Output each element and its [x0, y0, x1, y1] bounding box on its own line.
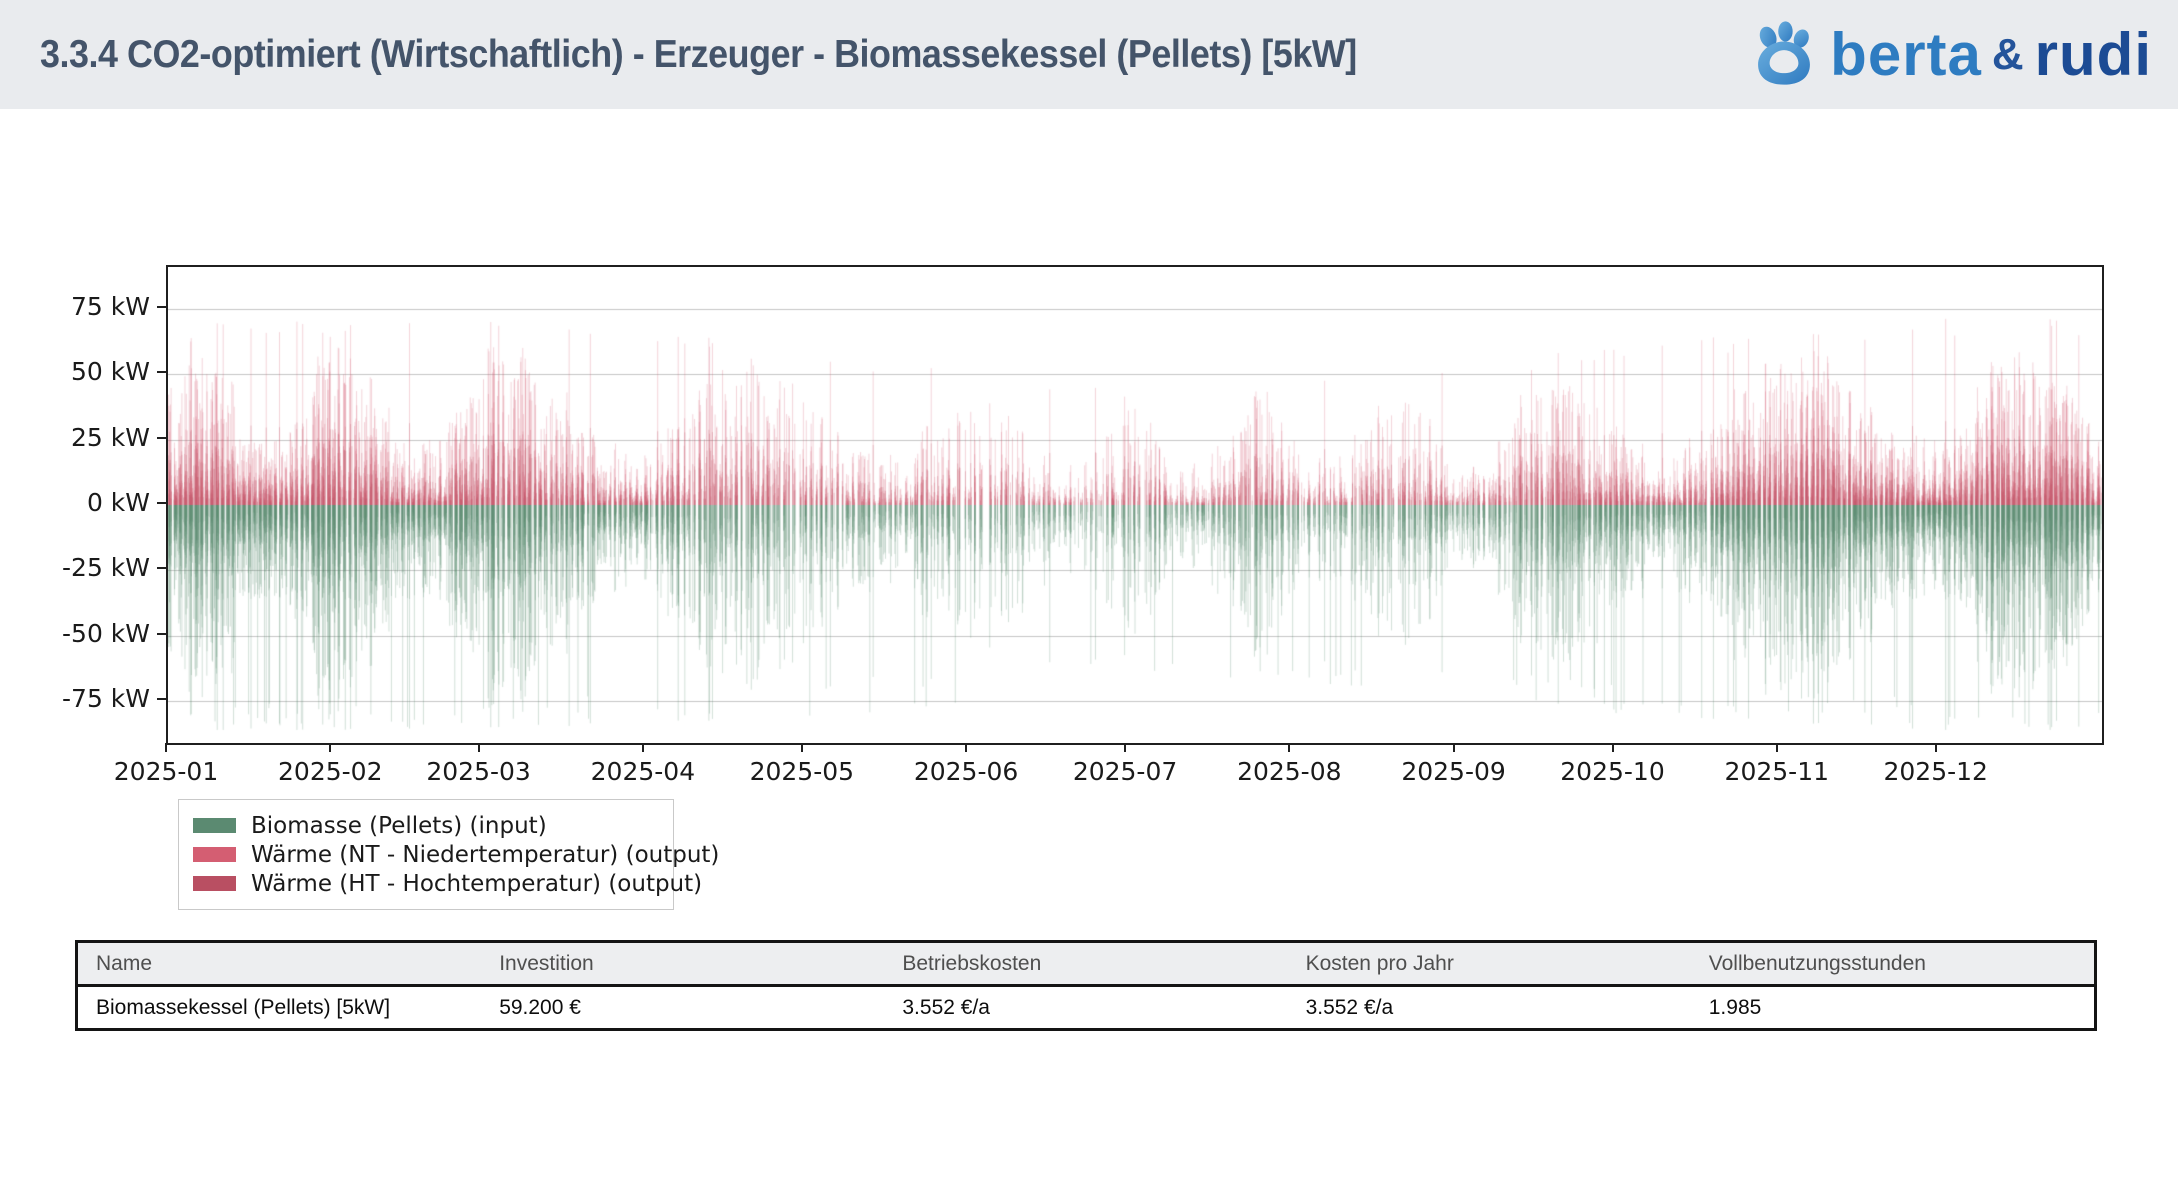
legend-color-swatch	[193, 847, 236, 862]
column-header-betriebskosten: Betriebskosten	[902, 952, 1042, 975]
page-header: 3.3.4 CO2-optimiert (Wirtschaftlich) - E…	[0, 0, 2178, 109]
cell-kosten-pro-jahr: 3.552 €/a	[1305, 996, 1394, 1019]
brand-logo: berta & rudi	[1748, 0, 2152, 109]
legend-label: Biomasse (Pellets) (input)	[251, 812, 547, 839]
chart-legend: Biomasse (Pellets) (input) Wärme (NT - N…	[178, 799, 719, 910]
column-header-vollbenutzungsstunden: Vollbenutzungsstunden	[1708, 952, 1926, 975]
y-tick	[157, 305, 166, 308]
results-table: Name Investition Betriebskosten Kosten p…	[75, 940, 2097, 1031]
y-tick	[157, 567, 166, 570]
x-axis-label: 2025-09	[1401, 757, 1506, 786]
x-axis-label: 2025-05	[749, 757, 855, 786]
brand-ampersand: &	[1991, 29, 2025, 79]
legend-color-swatch	[193, 876, 236, 891]
x-axis-label: 2025-10	[1560, 757, 1665, 786]
legend-item: Wärme (NT - Niedertemperatur) (output)	[193, 840, 719, 869]
y-axis-label: 0 kW	[86, 488, 150, 517]
y-tick	[157, 698, 166, 701]
legend-item: Biomasse (Pellets) (input)	[193, 811, 659, 840]
x-axis-label: 2025-11	[1724, 757, 1830, 786]
brand-berta: berta	[1830, 21, 1982, 88]
x-axis-label: 2025-08	[1237, 757, 1342, 786]
x-axis-label: 2025-02	[278, 757, 383, 786]
x-tick	[165, 743, 167, 752]
legend-item: Wärme (HT - Hochtemperatur) (output)	[193, 869, 702, 898]
y-axis-label: -50 kW	[62, 618, 150, 648]
column-header-name: Name	[96, 952, 153, 975]
x-axis-label: 2025-12	[1883, 757, 1988, 786]
table-row: Biomassekessel (Pellets) [5kW] 59.200 € …	[78, 987, 2094, 1028]
x-tick	[477, 743, 480, 752]
x-tick	[1124, 743, 1127, 752]
y-axis-label: 50 kW	[71, 357, 150, 387]
y-axis-label: -25 kW	[62, 553, 150, 583]
x-tick	[1288, 743, 1291, 752]
x-tick	[1452, 743, 1455, 752]
page-title: 3.3.4 CO2-optimiert (Wirtschaftlich) - E…	[40, 33, 1357, 76]
x-axis-label: 2025-03	[426, 757, 531, 786]
cell-vollbenutzungsstunden: 1.985	[1708, 996, 1762, 1019]
y-tick	[157, 371, 166, 374]
power-timeseries-chart: 75 kW 50 kW 25 kW 0 kW -25 kW -50 kW -75 kW 202…	[0, 109, 2178, 809]
x-axis-label: 2025-07	[1072, 757, 1178, 786]
brand-rudi: rudi	[2034, 21, 2152, 88]
cell-name: Biomassekessel (Pellets) [5kW]	[96, 996, 391, 1019]
x-axis-label: 2025-06	[913, 757, 1019, 786]
legend-label: Wärme (NT - Niedertemperatur) (output)	[251, 841, 720, 868]
table-header-row: Name Investition Betriebskosten Kosten p…	[78, 943, 2094, 987]
x-tick	[1775, 743, 1778, 752]
y-axis-label: 75 kW	[71, 291, 150, 321]
y-tick	[157, 436, 166, 439]
x-tick	[1934, 743, 1937, 752]
column-header-kosten-pro-jahr: Kosten pro Jahr	[1305, 952, 1454, 975]
y-axis-label: -75 kW	[62, 684, 150, 714]
brand-wordmark: berta & rudi	[1830, 20, 2152, 89]
plot-area	[166, 265, 2104, 745]
x-axis-label: 2025-01	[113, 757, 219, 786]
x-tick	[641, 743, 644, 752]
legend-color-swatch	[193, 818, 236, 833]
cell-betriebskosten: 3.552 €/a	[902, 996, 990, 1019]
x-tick	[329, 743, 332, 752]
x-axis-label: 2025-04	[590, 757, 696, 786]
paw-icon	[1758, 20, 1811, 85]
legend-label: Wärme (HT - Hochtemperatur) (output)	[251, 870, 703, 897]
x-tick	[965, 743, 968, 752]
y-tick	[157, 632, 166, 635]
chart-canvas	[168, 267, 2102, 743]
y-axis-label: 25 kW	[71, 422, 150, 452]
cell-investition: 59.200 €	[499, 996, 581, 1019]
y-tick	[157, 502, 166, 504]
column-header-investition: Investition	[499, 952, 594, 975]
x-tick	[800, 743, 803, 752]
x-tick	[1611, 743, 1614, 752]
